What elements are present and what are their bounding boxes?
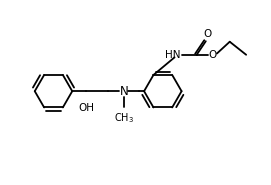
Text: HN: HN (165, 50, 180, 60)
Text: OH: OH (78, 103, 94, 113)
Text: N: N (120, 85, 128, 98)
Text: CH$_3$: CH$_3$ (114, 111, 134, 125)
Text: O: O (208, 50, 217, 60)
Text: O: O (203, 29, 211, 39)
